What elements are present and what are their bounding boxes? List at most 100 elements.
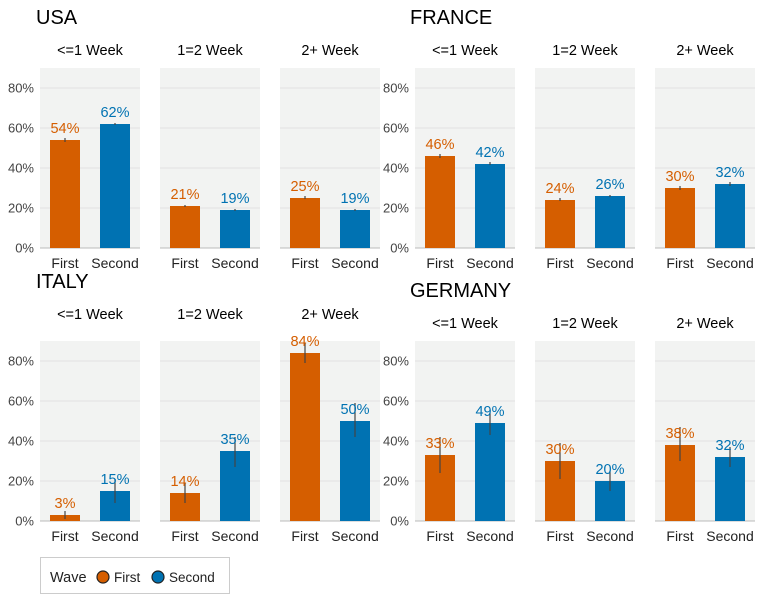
- x-category-label: First: [666, 528, 693, 544]
- legend-swatch-first: [96, 570, 110, 584]
- bar-first: [290, 198, 320, 248]
- x-category-label: Second: [586, 255, 633, 271]
- country-group-italy: ITALY 0% 20% 40% 60% 80% <=1 Week 3% First 15% Sec…: [8, 271, 380, 544]
- value-label: 30%: [545, 442, 574, 458]
- country-title: FRANCE: [410, 7, 492, 29]
- facet-title: 1=2 Week: [552, 43, 618, 59]
- legend-label-second: Second: [169, 570, 215, 585]
- value-label: 14%: [170, 474, 199, 490]
- bar-second: [715, 457, 745, 521]
- x-category-label: Second: [331, 528, 378, 544]
- legend: Wave First Second: [40, 557, 230, 594]
- value-label: 24%: [545, 181, 574, 197]
- value-label: 3%: [55, 496, 76, 512]
- y-tick-label: 0%: [15, 241, 34, 256]
- facet-panel-usa-3: 2+ Week 25% First 19% Second: [280, 43, 380, 271]
- bar-first: [665, 188, 695, 248]
- bar-second: [100, 124, 130, 248]
- y-tick-label: 80%: [8, 81, 34, 96]
- value-label: 30%: [665, 169, 694, 185]
- facet-panel-france-2: 1=2 Week 24% First 26% Second: [535, 43, 635, 271]
- facet-panel-usa-2: 1=2 Week 21% First 19% Second: [160, 43, 260, 271]
- facet-title: <=1 Week: [57, 307, 124, 323]
- x-category-label: First: [426, 528, 453, 544]
- facet-panel-germany-3: 2+ Week 38% First 32% Second: [655, 316, 755, 544]
- facet-panel-france-3: 2+ Week 30% First 32% Second: [655, 43, 755, 271]
- bar-second: [340, 210, 370, 248]
- bar-second: [340, 421, 370, 521]
- country-group-usa: USA 0% 20% 40% 60% 80% <=1 Week 54% First 62% Seco…: [8, 7, 380, 271]
- y-tick-label: 60%: [383, 121, 409, 136]
- facet-title: 2+ Week: [676, 43, 734, 59]
- value-label: 46%: [425, 137, 454, 153]
- x-category-label: Second: [706, 528, 753, 544]
- x-category-label: First: [546, 255, 573, 271]
- y-tick-label: 80%: [8, 354, 34, 369]
- value-label: 38%: [665, 426, 694, 442]
- facet-title: 1=2 Week: [177, 43, 243, 59]
- facet-title: <=1 Week: [57, 43, 124, 59]
- value-label: 25%: [290, 179, 319, 195]
- x-category-label: Second: [706, 255, 753, 271]
- bar-first: [170, 206, 200, 248]
- x-category-label: Second: [466, 528, 513, 544]
- country-group-germany: GERMANY 0% 20% 40% 60% 80% <=1 Week 33% First 49%…: [383, 280, 755, 544]
- facet-panel-usa-1: <=1 Week 54% First 62% Second: [40, 43, 140, 271]
- x-category-label: First: [51, 528, 78, 544]
- facet-title: 2+ Week: [301, 43, 359, 59]
- x-category-label: First: [171, 528, 198, 544]
- country-title: USA: [36, 7, 78, 29]
- value-label: 19%: [340, 191, 369, 207]
- legend-box: [40, 557, 230, 594]
- bar-second: [475, 423, 505, 521]
- value-label: 32%: [715, 165, 744, 181]
- value-label: 54%: [50, 121, 79, 137]
- bar-second: [715, 184, 745, 248]
- value-label: 21%: [170, 187, 199, 203]
- y-tick-label: 0%: [15, 514, 34, 529]
- bar-first: [290, 353, 320, 521]
- value-label: 26%: [595, 177, 624, 193]
- legend-title: Wave: [50, 570, 87, 586]
- facet-title: 1=2 Week: [177, 307, 243, 323]
- x-category-label: First: [426, 255, 453, 271]
- facet-panel-italy-1: <=1 Week 3% First 15% Second: [40, 307, 140, 544]
- x-category-label: First: [171, 255, 198, 271]
- legend-label-first: First: [114, 570, 140, 585]
- value-label: 32%: [715, 438, 744, 454]
- bar-second: [595, 196, 625, 248]
- y-tick-label: 80%: [383, 81, 409, 96]
- x-category-label: First: [666, 255, 693, 271]
- facet-title: <=1 Week: [432, 43, 499, 59]
- value-label: 50%: [340, 402, 369, 418]
- bar-first: [545, 200, 575, 248]
- y-tick-label: 40%: [8, 161, 34, 176]
- bar-first: [50, 140, 80, 248]
- x-category-label: First: [546, 528, 573, 544]
- value-label: 15%: [100, 472, 129, 488]
- x-category-label: Second: [91, 255, 138, 271]
- y-tick-label: 0%: [390, 241, 409, 256]
- country-group-france: FRANCE 0% 20% 40% 60% 80% <=1 Week 46% First 42% S…: [383, 7, 755, 271]
- value-label: 35%: [220, 432, 249, 448]
- country-title: ITALY: [36, 271, 89, 293]
- bar-first: [425, 156, 455, 248]
- value-label: 19%: [220, 191, 249, 207]
- x-category-label: Second: [211, 528, 258, 544]
- x-category-label: First: [291, 255, 318, 271]
- facet-panel-germany-1: <=1 Week 33% First 49% Second: [415, 316, 515, 544]
- x-category-label: Second: [211, 255, 258, 271]
- legend-swatch-second: [151, 570, 165, 584]
- x-category-label: Second: [331, 255, 378, 271]
- facet-title: 1=2 Week: [552, 316, 618, 332]
- country-title: GERMANY: [410, 280, 511, 302]
- x-category-label: Second: [91, 528, 138, 544]
- y-tick-label: 60%: [383, 394, 409, 409]
- y-tick-label: 60%: [8, 121, 34, 136]
- facet-panel-italy-2: 1=2 Week 14% First 35% Second: [160, 307, 260, 544]
- facet-title: 2+ Week: [301, 307, 359, 323]
- x-category-label: Second: [466, 255, 513, 271]
- value-label: 49%: [475, 404, 504, 420]
- y-tick-label: 0%: [390, 514, 409, 529]
- facet-panel-italy-3: 2+ Week 84% First 50% Second: [280, 307, 380, 544]
